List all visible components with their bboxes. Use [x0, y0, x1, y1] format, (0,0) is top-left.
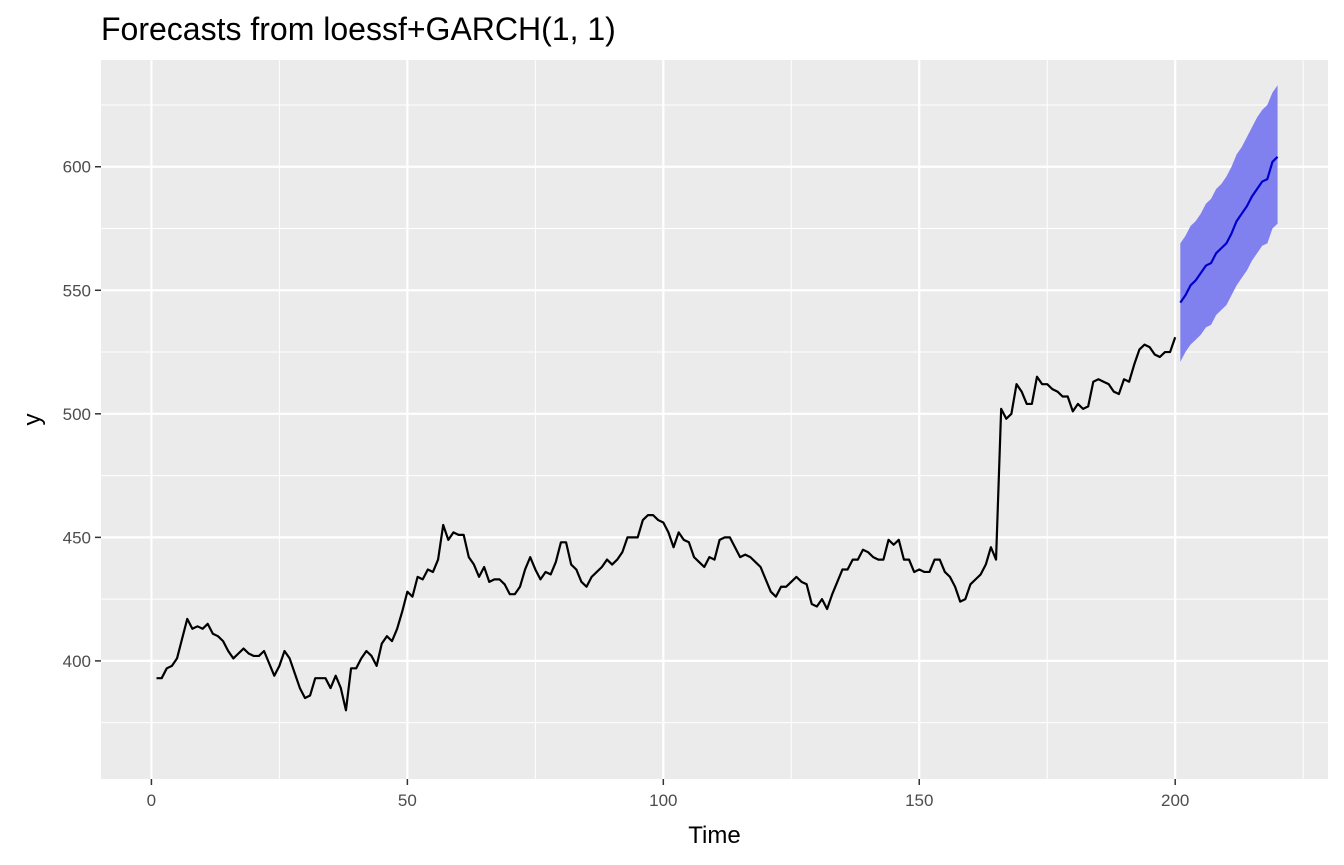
forecast-interval-layer	[1180, 85, 1278, 362]
history-series-line	[156, 336, 1177, 712]
x-tick-label: 0	[147, 791, 156, 810]
y-axis: 400 450 500 550 600	[63, 158, 101, 671]
y-axis-title: y	[19, 414, 46, 426]
x-tick-label: 200	[1161, 791, 1189, 810]
chart-title: Forecasts from loessf+GARCH(1, 1)	[101, 11, 616, 47]
x-tick-label: 150	[905, 791, 933, 810]
y-tick-label: 450	[63, 528, 91, 547]
grid-major	[101, 60, 1328, 779]
y-tick-label: 500	[63, 405, 91, 424]
forecast-mean-line	[1179, 156, 1279, 304]
x-tick-label: 50	[398, 791, 417, 810]
y-tick-label: 400	[63, 652, 91, 671]
x-tick-label: 100	[649, 791, 677, 810]
forecast-interval-band	[1180, 85, 1278, 362]
x-axis: 0 50 100 150 200	[147, 779, 1189, 810]
x-axis-title: Time	[688, 822, 740, 849]
grid-minor	[101, 60, 1328, 779]
y-tick-label: 550	[63, 281, 91, 300]
lines-layer	[156, 156, 1279, 712]
plot-panel	[101, 60, 1328, 779]
y-tick-label: 600	[63, 158, 91, 177]
